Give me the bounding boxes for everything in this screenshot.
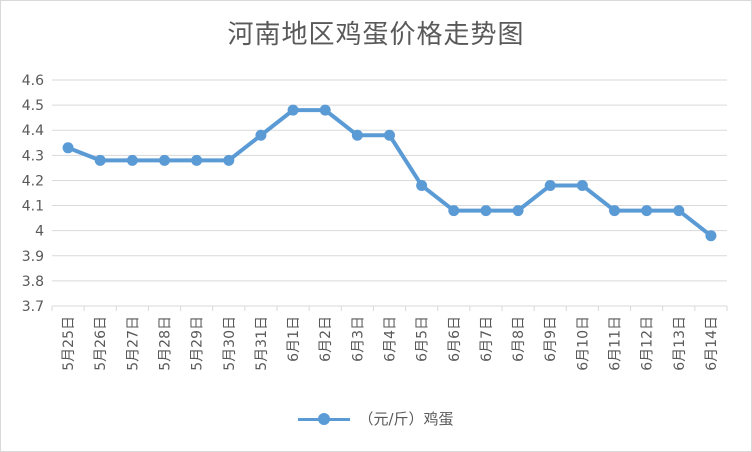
- data-point: [287, 104, 299, 116]
- y-tick-label: 4.5: [22, 98, 44, 114]
- data-point: [673, 205, 685, 217]
- x-tick-label: 6月2日: [318, 316, 334, 362]
- y-tick-label: 4.1: [22, 199, 44, 215]
- x-tick-label: 5月29日: [190, 316, 206, 371]
- x-tick-label: 5月25日: [61, 316, 77, 371]
- x-tick-label: 6月4日: [383, 316, 399, 362]
- legend: （元/斤）鸡蛋: [0, 408, 752, 429]
- data-point: [448, 205, 460, 217]
- x-tick-label: 6月11日: [608, 316, 624, 371]
- x-tick-label: 5月30日: [222, 316, 238, 371]
- x-tick-label: 6月10日: [575, 316, 591, 371]
- y-tick-label: 3.8: [22, 274, 44, 290]
- data-point: [159, 154, 170, 166]
- x-tick-label: 6月13日: [672, 316, 688, 371]
- data-point: [126, 154, 138, 166]
- data-point: [319, 104, 331, 116]
- data-point: [480, 205, 492, 217]
- data-point: [705, 230, 717, 242]
- legend-marker: [318, 412, 331, 425]
- data-point: [255, 129, 267, 141]
- data-point: [576, 179, 588, 191]
- data-point: [191, 154, 203, 166]
- x-tick-label: 6月12日: [640, 316, 656, 371]
- x-tick-label: 5月28日: [158, 316, 174, 371]
- x-tick-label: 5月26日: [93, 316, 109, 371]
- chart-title: 河南地区鸡蛋价格走势图: [227, 20, 525, 50]
- data-point: [62, 142, 74, 154]
- data-point: [609, 205, 620, 217]
- legend-swatch: [298, 412, 351, 426]
- y-tick-label: 3.9: [22, 249, 44, 265]
- x-tick-label: 6月5日: [415, 316, 431, 362]
- y-tick-label: 4.2: [22, 173, 44, 189]
- x-tick-label: 6月9日: [543, 316, 559, 362]
- y-tick-label: 4.6: [22, 73, 44, 89]
- y-tick-label: 3.7: [22, 299, 44, 315]
- series-line: [66, 108, 713, 238]
- x-tick-label: 6月1日: [286, 316, 302, 362]
- data-point: [416, 179, 428, 191]
- y-tick-label: 4.4: [22, 123, 44, 139]
- data-point: [641, 205, 653, 217]
- y-tick-label: 4.3: [22, 148, 44, 164]
- data-point: [512, 205, 524, 217]
- x-tick-label: 5月27日: [125, 316, 141, 371]
- x-tick-label: 6月8日: [511, 316, 527, 362]
- x-tick-label: 6月14日: [704, 316, 720, 371]
- data-point: [351, 129, 363, 141]
- x-tick-label: 6月3日: [350, 316, 366, 362]
- legend-label: （元/斤）鸡蛋: [358, 410, 454, 428]
- x-tick-label: 5月31日: [254, 316, 270, 371]
- data-point: [544, 179, 556, 191]
- x-tick-label: 6月6日: [447, 316, 463, 362]
- data-point: [384, 129, 395, 141]
- data-point: [223, 154, 235, 166]
- data-point: [94, 154, 106, 166]
- y-tick-label: 4: [35, 224, 44, 240]
- x-tick-label: 6月7日: [479, 316, 495, 362]
